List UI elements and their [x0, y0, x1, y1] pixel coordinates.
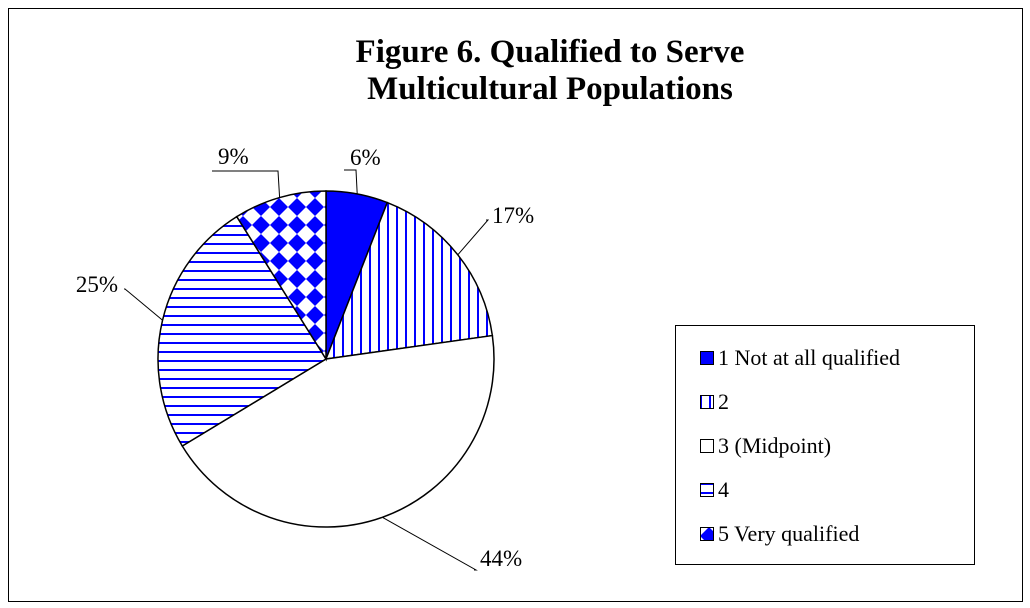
- legend-swatch-vertical-stripes: [700, 395, 714, 409]
- data-label-1: 6%: [350, 145, 381, 170]
- chart-title-line-1: Figure 6. Qualified to Serve: [355, 34, 745, 70]
- pie-slice-5: [235, 190, 327, 362]
- leader-line-3: [382, 516, 478, 571]
- legend-label-5: 5 Very qualified: [718, 521, 860, 546]
- leader-line-4: [124, 288, 163, 321]
- legend-item-5: 5 Very qualified: [700, 520, 859, 548]
- data-label-5: 9%: [218, 144, 249, 169]
- legend-swatch-diamond-check: [700, 527, 714, 541]
- legend-item-4: 4: [700, 476, 729, 504]
- data-label-4: 25%: [76, 272, 118, 297]
- leader-line-5: [212, 170, 281, 198]
- pie-slice-4: [157, 215, 328, 448]
- legend-label-3: 3 (Midpoint): [718, 433, 832, 458]
- legend-swatch-horizontal-stripes: [700, 483, 714, 497]
- legend-item-1: 1 Not at all qualified: [700, 344, 900, 372]
- chart-title: Figure 6. Qualified to Serve Multicultur…: [150, 34, 950, 108]
- chart-title-line-2: Multicultural Populations: [367, 71, 733, 107]
- legend-swatch-empty: [700, 439, 714, 453]
- leader-line-2: [457, 219, 490, 256]
- pie-slice-3: [181, 334, 495, 528]
- data-label-3: 44%: [480, 546, 522, 571]
- legend: 1 Not at all qualified 2 3 (Midpoint) 4 …: [675, 325, 975, 565]
- legend-swatch-solid: [700, 351, 714, 365]
- legend-item-3: 3 (Midpoint): [700, 432, 831, 460]
- pie-slice-2: [324, 201, 494, 360]
- leader-line-1: [344, 169, 358, 194]
- legend-label-4: 4: [718, 477, 729, 502]
- data-label-2: 17%: [492, 203, 534, 228]
- legend-item-2: 2: [700, 388, 729, 416]
- legend-label-2: 2: [718, 389, 729, 414]
- legend-label-1: 1 Not at all qualified: [718, 345, 901, 370]
